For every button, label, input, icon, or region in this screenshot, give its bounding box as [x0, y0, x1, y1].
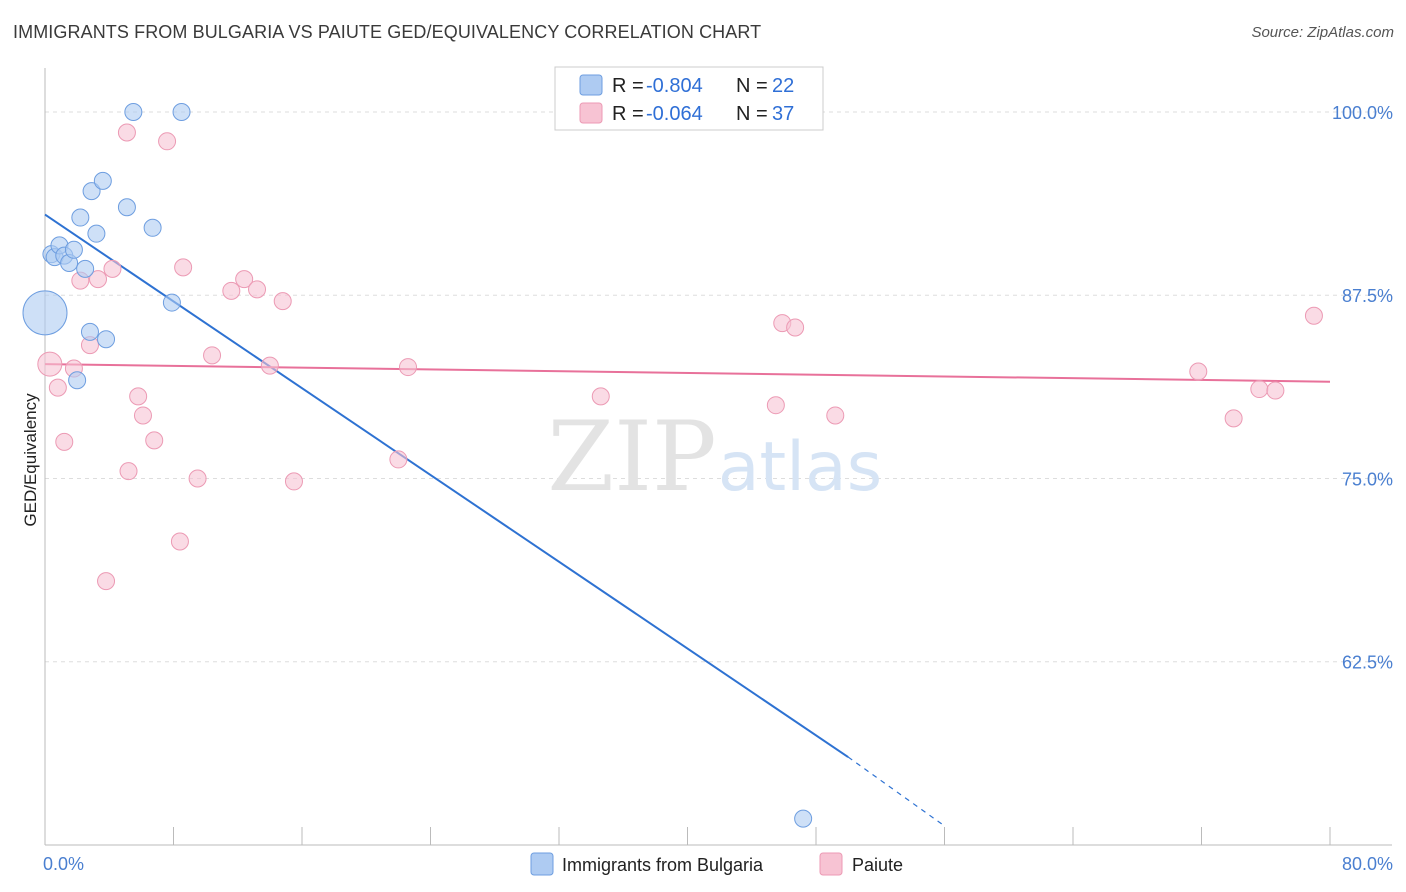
stats-legend: R = -0.804 N = 22 R = -0.064 N = 37 [554, 66, 824, 131]
paiute-point [48, 378, 67, 397]
series-legend-swatch-bulgaria[interactable] [530, 852, 554, 876]
watermark: ZIP atlas [547, 401, 882, 513]
paiute-point [103, 259, 122, 278]
legend-r-label-2: R = [612, 103, 644, 125]
legend-n-value-1: 22 [772, 75, 794, 97]
legend-r-label-1: R = [612, 75, 644, 97]
legend-swatch-paiute [579, 102, 603, 124]
series-legend-swatch-paiute[interactable] [819, 852, 843, 876]
bulgaria-point [97, 330, 116, 349]
paiute-point [37, 351, 63, 377]
bulgaria-point [64, 240, 83, 259]
paiute-point [174, 258, 193, 277]
paiute-point [119, 462, 138, 481]
watermark-zip: ZIP [547, 401, 716, 513]
paiute-point [222, 281, 241, 300]
paiute-point [389, 450, 408, 469]
x-tick-label: 0.0% [43, 854, 84, 874]
bulgaria-point [117, 198, 136, 217]
legend-n-value-2: 37 [772, 103, 794, 125]
paiute-point [1189, 362, 1208, 381]
bulgaria-point [124, 102, 143, 121]
trend-lines [44, 213, 1331, 827]
bulgaria-point [172, 102, 191, 121]
tick-labels: 62.5% 75.0% 87.5% 100.0% 0.0% 80.0% [43, 103, 1393, 874]
bulgaria-point [76, 259, 95, 278]
watermark-atlas: atlas [718, 428, 882, 507]
paiute-point [170, 532, 189, 551]
paiute-point [766, 396, 785, 415]
series-legend-label-paiute[interactable]: Paiute [852, 855, 903, 875]
paiute-points [37, 123, 1323, 591]
paiute-point [591, 387, 610, 406]
bulgaria-point [93, 171, 112, 190]
legend-n-label-1: N = [736, 75, 768, 97]
paiute-point [399, 358, 418, 377]
paiute-point [129, 387, 148, 406]
paiute-point [235, 270, 254, 289]
paiute-point [273, 292, 292, 311]
y-axis-title: GED/Equivalency [21, 393, 40, 527]
paiute-point [1250, 380, 1269, 399]
y-tick-label: 75.0% [1342, 469, 1393, 489]
y-tick-label: 62.5% [1342, 653, 1393, 673]
grid-lines [45, 111, 1392, 663]
paiute-point [89, 270, 108, 289]
y-tick-label: 100.0% [1332, 103, 1393, 123]
paiute-point [158, 132, 177, 151]
bulgaria-point [87, 224, 106, 243]
paiute-point [117, 123, 136, 142]
paiute-point [145, 431, 164, 450]
y-tick-label: 87.5% [1342, 286, 1393, 306]
bulgaria-point [162, 293, 181, 312]
x-tick-label: 80.0% [1342, 854, 1393, 874]
paiute-point [786, 318, 805, 337]
bulgaria-point [82, 182, 101, 201]
paiute-point [1224, 409, 1243, 428]
legend-swatch-bulgaria [579, 74, 603, 96]
paiute-point [826, 406, 845, 425]
bulgaria-point [794, 809, 813, 828]
legend-r-value-2: -0.064 [646, 103, 703, 125]
paiute-point [1304, 306, 1323, 325]
bulgaria-point [80, 322, 99, 341]
paiute-point [1266, 381, 1285, 400]
paiute-point [260, 356, 279, 375]
paiute-trend-line [44, 363, 1331, 383]
bulgaria-point [71, 208, 90, 227]
paiute-point [55, 432, 74, 451]
source-label: Source: ZipAtlas.com [1251, 24, 1394, 41]
series-legend: Immigrants from Bulgaria Paiute [530, 852, 903, 876]
bulgaria-points [22, 102, 813, 828]
legend-n-label-2: N = [736, 103, 768, 125]
bulgaria-trend-extension [847, 756, 945, 827]
paiute-point [188, 469, 207, 488]
paiute-point [284, 472, 303, 491]
paiute-point [97, 572, 116, 591]
paiute-point [133, 406, 152, 425]
axes [44, 68, 1392, 846]
bulgaria-point [22, 290, 68, 336]
paiute-point [248, 280, 267, 299]
bulgaria-point [143, 218, 162, 237]
bulgaria-point [68, 371, 87, 390]
chart-title: IMMIGRANTS FROM BULGARIA VS PAIUTE GED/E… [13, 22, 762, 42]
legend-r-value-1: -0.804 [646, 75, 703, 97]
series-legend-label-bulgaria[interactable]: Immigrants from Bulgaria [562, 855, 764, 875]
paiute-point [203, 346, 222, 365]
